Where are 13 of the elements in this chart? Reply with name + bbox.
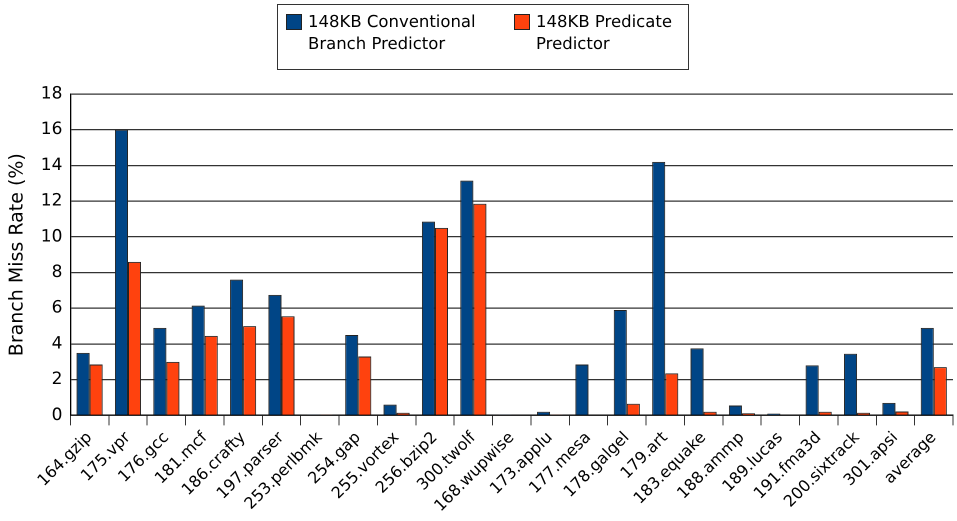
y-tick-label: 12	[40, 190, 62, 211]
y-tick-label: 8	[52, 262, 62, 282]
legend-label: 148KB Predicate Predictor	[536, 11, 673, 55]
y-tick-label: 14	[40, 154, 62, 175]
y-tick-label: 2	[52, 369, 62, 390]
y-axis-title: Branch Miss Rate (%)	[5, 153, 28, 356]
y-tick-label: 6	[52, 298, 62, 318]
y-tick-label: 4	[52, 333, 62, 354]
y-tick-label: 18	[40, 83, 62, 104]
y-tick-label: 16	[40, 119, 62, 140]
y-tick-label: 10	[40, 226, 62, 246]
y-tick-label: 0	[52, 404, 62, 425]
legend-label: 148KB Conventional Branch Predictor	[308, 11, 477, 55]
